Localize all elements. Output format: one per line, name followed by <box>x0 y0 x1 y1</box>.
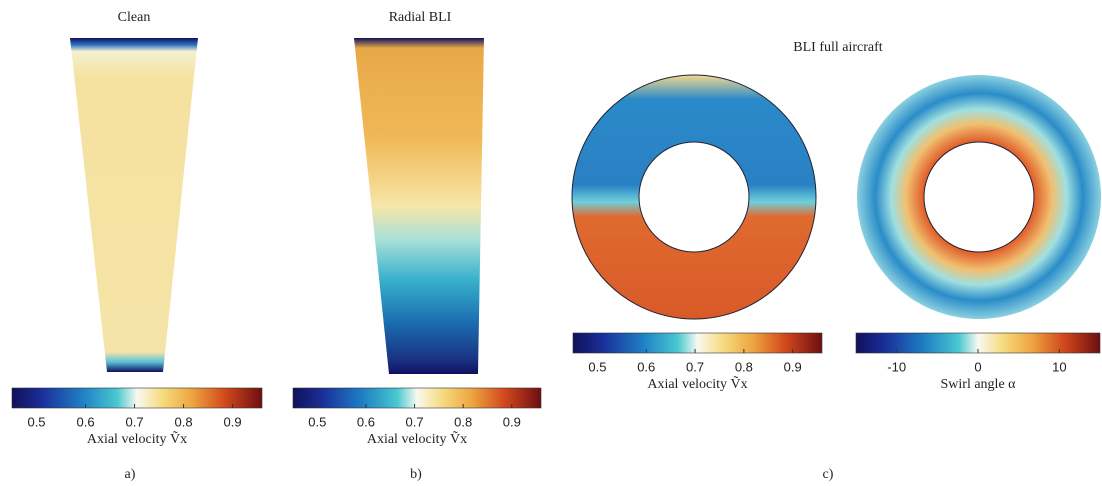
colorbar-label: Axial velocity Ṽx <box>647 375 747 392</box>
tick-label: 0.7 <box>686 359 704 374</box>
colorbar-label: Axial velocity Ṽx <box>87 430 187 447</box>
panel-label: a) <box>125 467 136 482</box>
tick-label: 0.6 <box>76 414 94 429</box>
contour-clean <box>70 38 198 372</box>
tick-label: 0.9 <box>784 359 802 374</box>
tick-label: 0 <box>974 359 981 374</box>
colorbar-label: Axial velocity Ṽx <box>367 430 467 447</box>
tick-label: 0.5 <box>27 414 45 429</box>
tick-label: 0.8 <box>454 414 472 429</box>
panel-label: c) <box>823 467 834 482</box>
annulus-hub <box>638 141 750 253</box>
colorbar-label: Swirl angle α <box>941 377 1017 392</box>
tick-label: 0.7 <box>406 414 424 429</box>
tick-label: 0.9 <box>224 414 242 429</box>
tick-label: 0.6 <box>637 359 655 374</box>
colorbar <box>11 387 263 409</box>
panel-title: Clean <box>118 10 151 25</box>
tick-label: 0.9 <box>503 414 521 429</box>
contour-radial-bli <box>354 38 484 374</box>
panel-title: Radial BLI <box>389 10 452 25</box>
panel-title: BLI full aircraft <box>793 40 883 55</box>
annulus-hub <box>923 141 1035 253</box>
tick-label: 0.6 <box>357 414 375 429</box>
tick-label: 0.5 <box>588 359 606 374</box>
tick-label: 0.8 <box>175 414 193 429</box>
tick-label: 0.7 <box>126 414 144 429</box>
tick-label: -10 <box>887 359 906 374</box>
tick-label: 0.8 <box>735 359 753 374</box>
colorbar <box>292 387 542 409</box>
colorbar <box>572 332 823 354</box>
tick-label: 10 <box>1052 359 1066 374</box>
panel-label: b) <box>410 467 422 482</box>
tick-label: 0.5 <box>308 414 326 429</box>
